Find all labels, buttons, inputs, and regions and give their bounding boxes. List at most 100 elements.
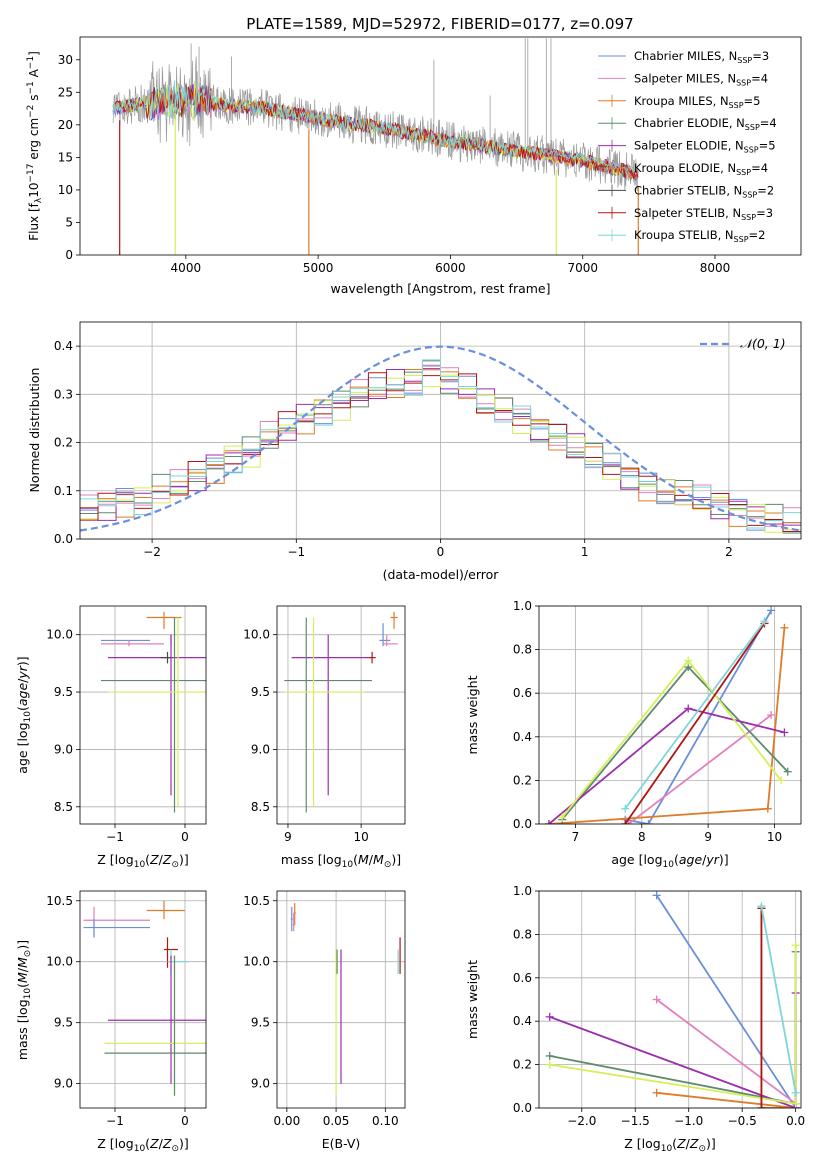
x-tick-label: 9 xyxy=(704,830,712,844)
residuals-frame: −2 −1 0 1 2 0.0 0.1 0.2 0.3 0.4 𝒩(0, 1) (data-model… xyxy=(27,321,802,582)
y-tick-label: 0.4 xyxy=(54,339,73,353)
y-tick-label: 1.0 xyxy=(513,599,532,613)
axes-frame xyxy=(276,605,406,825)
weight-line-extra_green xyxy=(561,659,782,819)
weight-line-kroupa_miles xyxy=(656,908,796,1108)
mass_vs_z-panel: −1 0 9.0 9.5 10.0 10.5 Z [log10(Z/Z⊙)] mass [lo… xyxy=(15,890,207,1154)
gaussian-curve xyxy=(80,345,801,532)
y-axis-label: Normed distribution xyxy=(27,368,42,493)
x-tick-label: 7000 xyxy=(567,261,598,275)
y-tick-label: 0.3 xyxy=(54,387,73,401)
spectrum-marks xyxy=(112,38,639,255)
y-tick-label: 25 xyxy=(58,85,73,99)
y-tick-label: 15 xyxy=(58,150,73,164)
y-tick-label: 0.4 xyxy=(513,1014,532,1028)
y-tick-label: 8.5 xyxy=(54,800,73,814)
x-tick-label: −0.5 xyxy=(728,1114,757,1128)
y-tick-label: 9.0 xyxy=(251,1077,270,1091)
x-tick-label: 0.10 xyxy=(372,1114,399,1128)
y-tick-label: 10.0 xyxy=(46,628,73,642)
legend-label: Kroupa ELODIE, NSSP=4 xyxy=(634,161,768,177)
y-tick-label: 8.5 xyxy=(251,800,270,814)
x-tick-label: 10 xyxy=(353,830,368,844)
age_vs_mass-panel: 9 10 8.5 9.0 9.5 10.0 mass [log10(M/M⊙)] xyxy=(243,605,406,870)
legend-label: Salpeter MILES, NSSP=4 xyxy=(634,71,768,87)
legend-label: Chabrier MILES, NSSP=3 xyxy=(634,49,769,65)
x-tick-label: 0 xyxy=(437,545,445,559)
x-tick-label: 9 xyxy=(284,830,292,844)
y-tick-label: 10.0 xyxy=(243,955,270,969)
x-tick-label: 5000 xyxy=(303,261,334,275)
legend-label: Chabrier ELODIE, NSSP=4 xyxy=(634,116,777,132)
axes-frame xyxy=(79,605,207,825)
x-tick-label: 0 xyxy=(181,1114,189,1128)
y-tick-label: 30 xyxy=(58,53,73,67)
age_vs_z-marks xyxy=(101,611,206,813)
x-tick-label: −1 xyxy=(106,1114,124,1128)
legend-label: Salpeter ELODIE, NSSP=5 xyxy=(634,139,776,155)
x-axis-label: Z [log10(Z/Z⊙)] xyxy=(97,852,189,870)
mass_vs_ebv-panel: 0.00 0.05 0.10 9.0 9.5 10.0 10.5 E(B-V) xyxy=(243,890,406,1151)
weight-line-kroupa_stelib xyxy=(624,620,766,810)
y-tick-label: 9.0 xyxy=(251,742,270,756)
y-tick-label: 0.8 xyxy=(513,643,532,657)
legend-label: Kroupa STELIB, NSSP=2 xyxy=(634,228,765,244)
age_vs_z-frame: −1 0 8.5 9.0 9.5 10.0 Z [log10(Z/Z⊙)] age [log1… xyxy=(15,605,207,870)
weight_vs_z-panel: −2.0 −1.5 −1.0 −0.5 0.0 0.0 0.2 0.4 0.6 0.8 1.0 Z [… xyxy=(465,884,805,1154)
legend-label: 𝒩(0, 1) xyxy=(740,336,786,351)
x-tick-label: 8000 xyxy=(700,261,731,275)
weight_vs_z-frame: −2.0 −1.5 −1.0 −0.5 0.0 0.0 0.2 0.4 0.6 0.8 1.0 Z [… xyxy=(465,884,805,1154)
age_vs_mass-frame: 9 10 8.5 9.0 9.5 10.0 mass [log10(M/M⊙)] xyxy=(243,605,406,870)
x-axis-label: Z [log10(Z/Z⊙)] xyxy=(97,1136,189,1154)
axes-frame xyxy=(538,605,802,825)
x-axis-label: mass [log10(M/M⊙)] xyxy=(281,852,401,870)
weight-line-salpeter_miles xyxy=(656,998,797,1105)
y-tick-label: 10.5 xyxy=(243,894,270,908)
y-tick-label: 0.6 xyxy=(513,971,532,985)
x-tick-label: 1 xyxy=(581,545,589,559)
y-axis-label: mass [log10(M/M⊙)] xyxy=(15,940,33,1060)
y-tick-label: 0.4 xyxy=(513,730,532,744)
y-tick-label: 10.5 xyxy=(46,894,73,908)
spectrum-kroupa_stelib xyxy=(112,80,639,173)
y-tick-label: 9.5 xyxy=(251,685,270,699)
x-tick-label: 6000 xyxy=(435,261,466,275)
x-axis-label: Z [log10(Z/Z⊙)] xyxy=(624,1136,716,1154)
mass_vs_ebv-marks xyxy=(290,903,401,1096)
y-tick-label: 9.5 xyxy=(54,685,73,699)
legend-label: Chabrier STELIB, NSSP=2 xyxy=(634,183,774,199)
histogram-kroupa_stelib xyxy=(80,359,801,529)
x-tick-label: 2 xyxy=(725,545,733,559)
y-tick-label: 0.6 xyxy=(513,686,532,700)
y-tick-label: 0.1 xyxy=(54,484,73,498)
x-tick-label: −1.0 xyxy=(674,1114,703,1128)
y-tick-label: 0.8 xyxy=(513,927,532,941)
y-tick-label: 10 xyxy=(58,183,73,197)
weight-line-salpeter_elodie xyxy=(548,707,785,824)
x-axis-label: age [log10(age/yr)] xyxy=(611,852,728,870)
x-tick-label: 0 xyxy=(181,830,189,844)
axes-frame xyxy=(79,890,207,1109)
spectrum-panel: 4000 5000 6000 7000 8000 0 5 10 15 20 25 30 waveleng… xyxy=(26,36,802,296)
y-tick-label: 1.0 xyxy=(513,884,532,898)
weight-line-salpeter_stelib xyxy=(624,622,766,824)
plots-layer: 4000 5000 6000 7000 8000051015202530waveleng… xyxy=(15,36,805,1154)
y-tick-label: 0.2 xyxy=(54,436,73,450)
weight_vs_z-marks xyxy=(545,891,800,1108)
x-tick-label: 7 xyxy=(572,830,580,844)
x-axis-label: wavelength [Angstrom, rest frame] xyxy=(330,281,550,296)
weight-line-chabrier_miles xyxy=(655,894,797,1108)
x-tick-label: 0.05 xyxy=(323,1114,350,1128)
x-tick-label: −1 xyxy=(287,545,305,559)
mass_vs_ebv-frame: 0.00 0.05 0.10 9.0 9.5 10.0 10.5 E(B-V) xyxy=(243,890,406,1151)
age_vs_mass-marks xyxy=(284,611,398,813)
weight-line-salpeter_miles xyxy=(627,714,772,824)
y-tick-label: 0.0 xyxy=(54,532,73,546)
weight_vs_age-panel: 7 8 9 10 0.0 0.2 0.4 0.6 0.8 1.0 age [log10(age/yr… xyxy=(465,599,802,870)
y-tick-label: 5 xyxy=(65,215,73,229)
x-tick-label: −2.0 xyxy=(567,1114,596,1128)
weight-line-chabrier_elodie xyxy=(549,951,797,1105)
spectrum-frame: 4000 5000 6000 7000 8000 0 5 10 15 20 25 30 waveleng… xyxy=(26,36,802,296)
y-tick-label: 0.2 xyxy=(513,773,532,787)
